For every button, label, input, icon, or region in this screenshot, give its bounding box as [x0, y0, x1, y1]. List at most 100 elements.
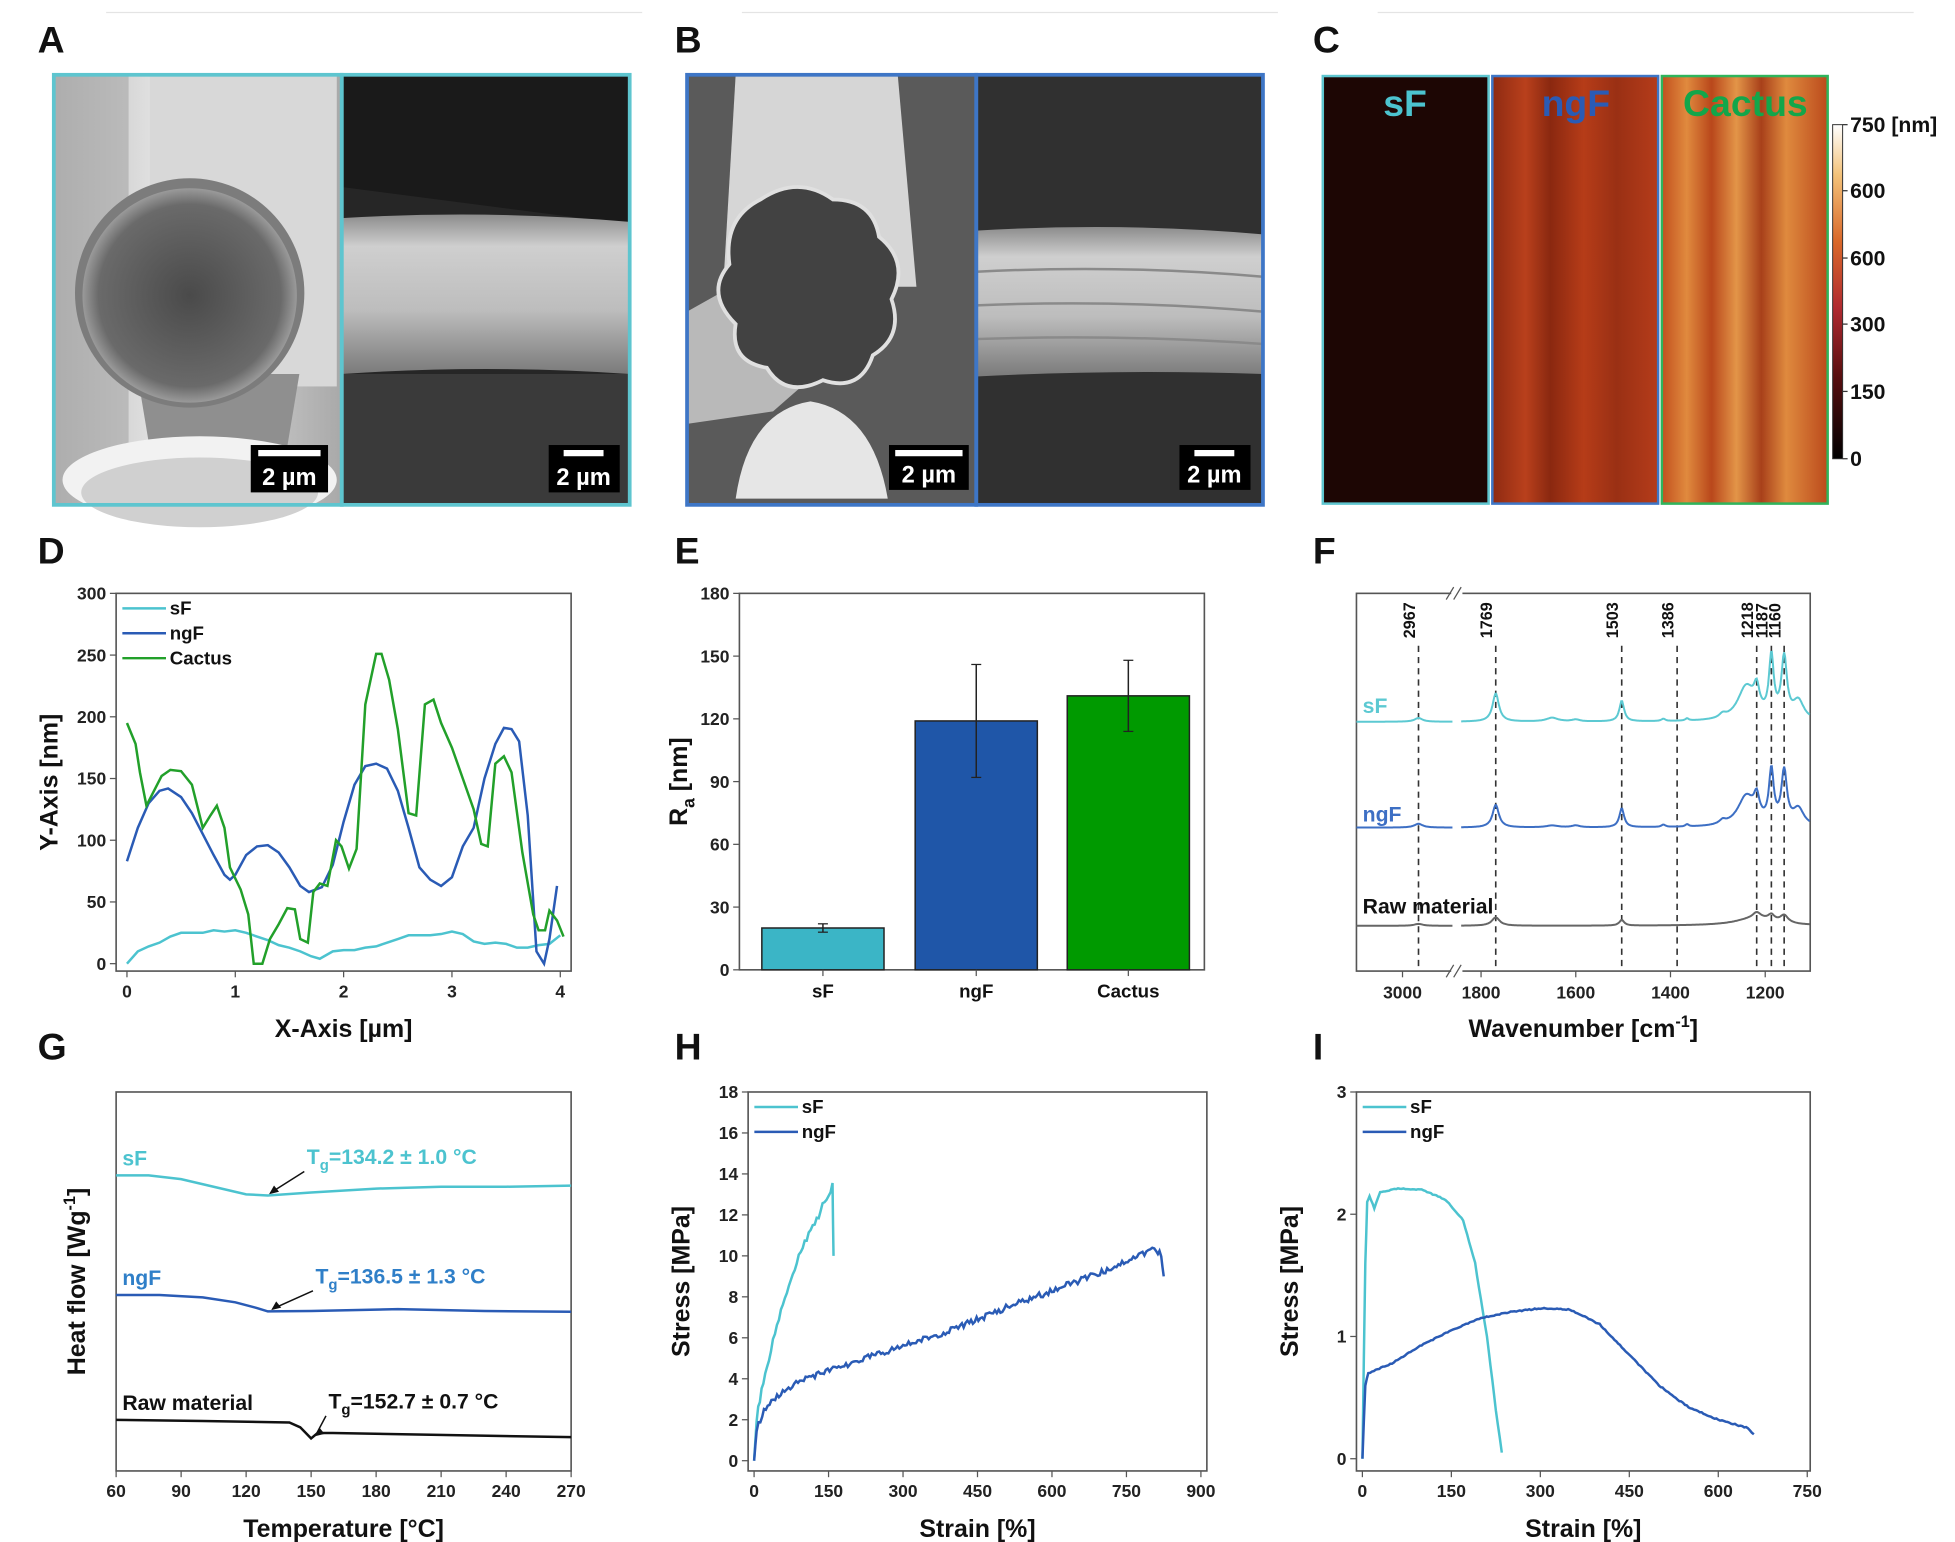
y-tick-label: 18	[719, 1082, 739, 1102]
panel-label-g: G	[38, 1026, 67, 1068]
axis-break-mark	[1445, 964, 1455, 978]
chart-e: 0 30 60 90 120 150 180 sF ngF Cactus Ra [nm]	[665, 584, 1206, 1001]
tg-value: =136.5 ± 1.3 °C	[338, 1265, 486, 1288]
panel-b-frame-right	[974, 72, 1265, 507]
tg-subscript: g	[328, 1277, 337, 1294]
y-tick-label: 14	[719, 1164, 739, 1184]
scale-bar: 2 µm	[548, 445, 620, 493]
x-tick-label: 150	[1437, 1481, 1466, 1501]
tg-subscript: g	[341, 1402, 350, 1419]
tg-symbol: T	[307, 1146, 320, 1169]
colorbar-tick-label: 750 [nm]	[1850, 114, 1937, 137]
afm-image-ngf	[1491, 74, 1660, 505]
x-tick-label: 1200	[1746, 982, 1785, 1002]
series-line-ngf	[752, 1246, 1165, 1461]
x-tick-label: ngF	[959, 980, 993, 1001]
x-tick-label: 0	[122, 981, 132, 1001]
y-axis-title: Ra [nm]	[665, 737, 698, 826]
y-tick-label: 90	[710, 772, 729, 792]
x-tick-label: 2	[339, 981, 349, 1001]
legend-label: sF	[1410, 1096, 1432, 1117]
peak-label: 1160	[1766, 603, 1784, 638]
legend-label: Cactus	[170, 647, 232, 668]
y-axis-title: Y-Axis [nm]	[36, 714, 64, 851]
x-tick-label: 240	[492, 1481, 521, 1501]
y-tick-label: 200	[77, 707, 106, 727]
x-tick-label: 150	[814, 1481, 843, 1501]
y-tick-label: 50	[87, 892, 106, 912]
x-tick-label: 900	[1186, 1481, 1215, 1501]
peak-label: 1187	[1754, 603, 1772, 638]
chart-g: 60 90 120 150 180 210 240 270 Temperature [°C] He…	[61, 1091, 586, 1542]
axis-break-mark	[1453, 964, 1462, 978]
tg-arrowhead	[269, 1185, 280, 1195]
x-axis-title: X-Axis [µm]	[275, 1015, 413, 1043]
y-axis-title-unit: [nm]	[665, 737, 693, 798]
colorbar-tick-label: 0	[1850, 448, 1862, 471]
peak-label: 1769	[1478, 602, 1496, 638]
y-axis-title-main: R	[665, 808, 693, 826]
y-tick-label: 0	[96, 954, 106, 974]
y-axis-title-end: ]	[63, 1188, 91, 1196]
x-tick-label: 60	[106, 1481, 125, 1501]
bar-sf	[761, 927, 885, 971]
afm-label-ngf: ngF	[1542, 82, 1611, 124]
scale-bar: 2 µm	[250, 445, 329, 493]
x-tick-label: 750	[1793, 1481, 1822, 1501]
plot-frame	[1355, 1091, 1812, 1472]
plot-frame	[115, 1091, 572, 1472]
x-tick-label: 180	[362, 1481, 391, 1501]
sem-image-ngf-surface	[976, 74, 1264, 505]
series-line-sf	[1361, 1187, 1504, 1459]
plot-frame	[1355, 592, 1812, 972]
x-tick-label: 3	[447, 981, 457, 1001]
curve-label: sF	[122, 1147, 147, 1170]
peak-label: 1386	[1659, 602, 1677, 638]
tg-value: =134.2 ± 1.0 °C	[329, 1146, 477, 1169]
afm-image-cactus	[1660, 74, 1829, 505]
legend-label: ngF	[1410, 1121, 1444, 1142]
y-tick-label: 60	[710, 835, 729, 855]
x-tick-label: 150	[297, 1481, 326, 1501]
y-axis-title: Stress [MPa]	[1276, 1206, 1304, 1357]
y-tick-label: 180	[700, 584, 729, 604]
afm-image-sf	[1321, 74, 1490, 505]
y-tick-label: 3	[1337, 1082, 1347, 1102]
panel-label-e: E	[675, 529, 700, 571]
x-tick-label: 1600	[1556, 982, 1595, 1002]
x-tick-label: 3000	[1383, 982, 1422, 1002]
colorbar-tick-label: 150	[1850, 381, 1885, 404]
legend-label: sF	[802, 1096, 824, 1117]
chart-i: 0 150 300 450 600 750 0 1 2 3 Strain [%] Stress [MP…	[1276, 1082, 1822, 1542]
series-line-raw-material	[116, 1418, 572, 1441]
x-tick-label: 600	[1704, 1481, 1733, 1501]
y-tick-label: 0	[720, 960, 730, 980]
y-tick-label: 6	[728, 1328, 738, 1348]
x-tick-label: 270	[557, 1481, 586, 1501]
series-line-sf	[752, 1182, 835, 1461]
x-tick-label: 0	[1358, 1481, 1368, 1501]
sem-image-sf-surface	[341, 74, 630, 505]
x-axis-title-main: Wavenumber [cm	[1469, 1015, 1676, 1043]
legend-label: ngF	[802, 1121, 836, 1142]
y-axis-title: Heat flow [Wg-1]	[61, 1188, 91, 1375]
axis-break-mark	[1445, 586, 1455, 600]
x-tick-label: 4	[555, 981, 565, 1001]
chart-f: 3000 1800 1600 1400 1200 2967 1769 1503 1386 1218…	[1355, 586, 1812, 1043]
x-axis-title-end: ]	[1690, 1015, 1698, 1043]
y-tick-label: 30	[710, 897, 729, 917]
x-tick-label: Cactus	[1097, 980, 1159, 1001]
x-tick-label: 1400	[1651, 982, 1690, 1002]
series-line-ngf	[116, 1293, 572, 1314]
axis-break-mark	[1453, 586, 1462, 600]
spectrum-raw-material	[1356, 922, 1453, 927]
x-tick-label: 1800	[1462, 982, 1501, 1002]
x-tick-label: 300	[1526, 1481, 1555, 1501]
y-tick-label: 4	[728, 1369, 738, 1389]
colorbar-tick-label: 300	[1850, 314, 1885, 337]
y-axis-title-sup: -1	[61, 1196, 79, 1210]
curve-label: ngF	[122, 1267, 161, 1290]
tg-symbol: T	[315, 1265, 328, 1288]
spectrum-ngf	[1356, 822, 1453, 829]
